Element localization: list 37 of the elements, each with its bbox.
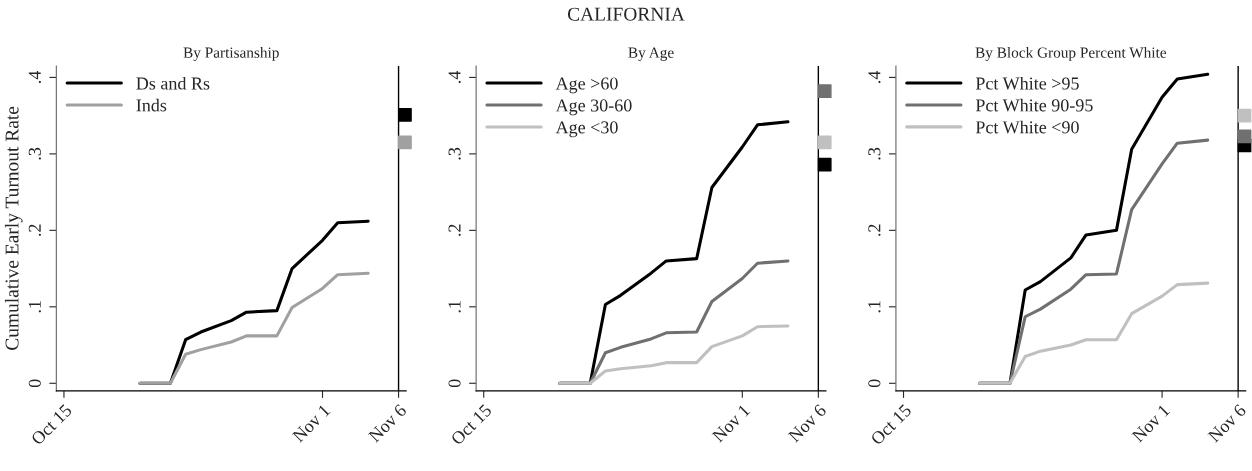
x-tick-label: Nov 6 [1207, 403, 1247, 443]
y-tick-label: .3 [868, 147, 881, 160]
y-tick-label: .1 [448, 301, 461, 313]
y-tick-label: .1 [28, 301, 41, 313]
x-tick-label: Oct 15 [450, 403, 493, 446]
x-tick-label: Nov 6 [367, 403, 408, 443]
chart-title: By Age [628, 47, 674, 61]
y-tick-label: .2 [28, 224, 41, 236]
chart-title: By Partisanship [183, 47, 279, 61]
x-tick-label: Nov 6 [787, 403, 827, 443]
text: CALIFORNIA [567, 7, 685, 21]
y-tick-label: .3 [448, 147, 461, 160]
legend-label: Age >60 [555, 77, 618, 94]
x-tick-label: Nov 1 [1131, 403, 1171, 443]
legend-label: Age 30-60 [555, 99, 632, 116]
x-tick-label: Oct 15 [30, 403, 73, 446]
legend-label: Pct White 90-95 [975, 98, 1093, 112]
legend-label: Inds [136, 98, 167, 112]
legend-label: Ds and Rs [136, 76, 210, 90]
legend-label: Pct White >95 [975, 76, 1079, 90]
y-tick-label: .4 [28, 70, 41, 83]
y-tick-label: .4 [448, 70, 461, 83]
chart-title: By Block Group Percent White [975, 47, 1167, 61]
legend-label: Pct White <90 [975, 120, 1079, 134]
legend-label: Age <30 [555, 121, 618, 138]
y-tick-label: .2 [448, 224, 461, 236]
y-tick-label: .1 [868, 301, 881, 313]
y-tick-label: 0 [868, 379, 881, 388]
y-tick-label: .3 [28, 147, 41, 160]
y-axis-title: Cumulative Early Turnout Rate [4, 106, 23, 350]
y-tick-label: 0 [448, 379, 461, 388]
y-tick-label: 0 [28, 379, 41, 388]
x-tick-label: Nov 1 [291, 403, 331, 443]
y-tick-label: .2 [868, 224, 881, 236]
x-tick-label: Oct 15 [870, 403, 913, 446]
x-tick-label: Nov 1 [711, 403, 751, 443]
y-tick-label: .4 [868, 70, 881, 83]
